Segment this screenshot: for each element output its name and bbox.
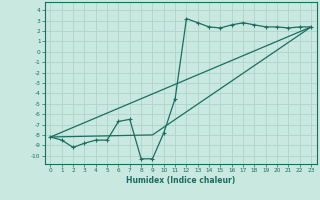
X-axis label: Humidex (Indice chaleur): Humidex (Indice chaleur) [126,176,236,185]
